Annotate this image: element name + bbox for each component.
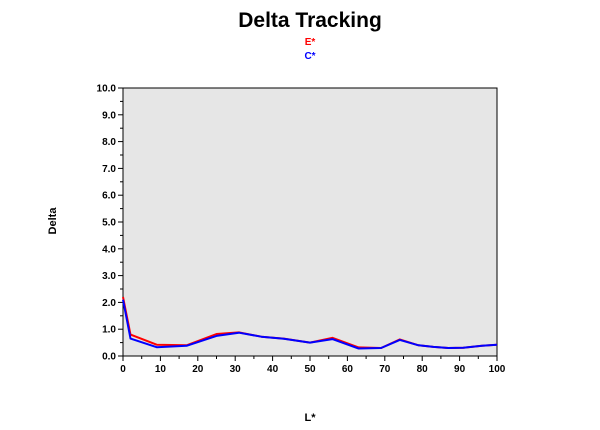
y-tick-label: 10.0	[97, 84, 117, 95]
y-tick-label: 9.0	[102, 110, 116, 121]
x-tick-label: 100	[489, 364, 506, 375]
chart-title: Delta Tracking	[238, 9, 382, 32]
x-tick-label: 50	[304, 364, 316, 375]
x-tick-label: 30	[230, 364, 242, 375]
y-tick-label: 3.0	[102, 271, 116, 282]
x-axis: 0 10 20 30 40 50 60 70 80 90 100	[120, 356, 506, 375]
x-tick-label: 80	[417, 364, 429, 375]
y-tick-label: 7.0	[102, 164, 116, 175]
legend: E* C*	[304, 37, 315, 62]
plot-area	[122, 87, 498, 357]
y-tick-label: 8.0	[102, 137, 116, 148]
y-tick-label: 1.0	[102, 325, 116, 336]
x-tick-label: 10	[155, 364, 167, 375]
y-tick-label: 0.0	[102, 352, 116, 363]
y-axis: 0.0 1.0 2.0 3.0 4.0 5.0 6.0 7.0 8.0 9.0 10.0	[97, 84, 123, 363]
series-lines	[122, 296, 498, 350]
series-line-c-star	[122, 299, 498, 350]
y-tick-label: 5.0	[102, 218, 116, 229]
y-tick-label: 2.0	[102, 298, 116, 309]
x-tick-label: 90	[454, 364, 466, 375]
x-tick-label: 60	[342, 364, 354, 375]
x-tick-label: 20	[192, 364, 204, 375]
y-tick-label: 6.0	[102, 191, 116, 202]
legend-entry-e-star: E*	[305, 37, 316, 48]
x-tick-label: 70	[379, 364, 391, 375]
x-tick-label: 40	[267, 364, 279, 375]
y-axis-label: Delta	[47, 207, 59, 235]
x-axis-label: L*	[305, 412, 317, 424]
x-tick-label: 0	[120, 364, 126, 375]
y-tick-label: 4.0	[102, 244, 116, 255]
legend-entry-c-star: C*	[304, 51, 315, 62]
